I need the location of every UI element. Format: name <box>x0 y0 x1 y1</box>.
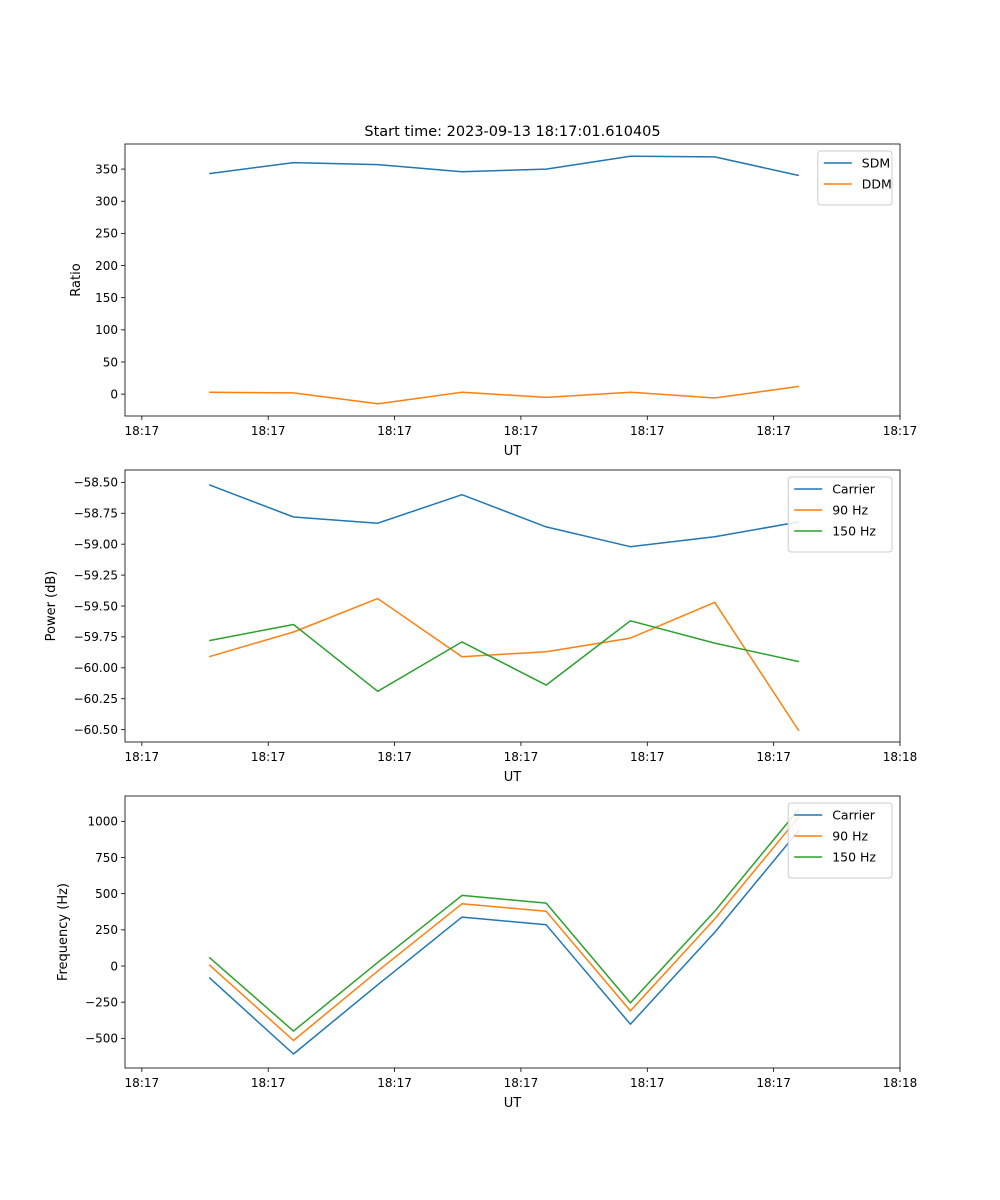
y-tick-label: −59.00 <box>74 537 118 551</box>
x-tick-label: 18:17 <box>251 1076 286 1090</box>
x-tick-label: 18:17 <box>756 424 791 438</box>
y-tick-label: −60.00 <box>74 661 118 675</box>
legend-label: Carrier <box>832 482 876 497</box>
y-tick-label: 200 <box>95 259 118 273</box>
x-tick-label: 18:17 <box>377 424 412 438</box>
x-tick-label: 18:17 <box>630 750 665 764</box>
x-tick-label: 18:17 <box>630 424 665 438</box>
x-tick-label: 18:17 <box>377 750 412 764</box>
x-tick-label: 18:17 <box>504 750 539 764</box>
x-tick-label: 18:17 <box>125 750 160 764</box>
legend-label: Carrier <box>832 808 876 823</box>
y-tick-label: 150 <box>95 291 118 305</box>
x-tick-label: 18:17 <box>504 424 539 438</box>
x-tick-label: 18:18 <box>883 1076 918 1090</box>
series-line-ddm <box>209 385 800 405</box>
series-line-carrier <box>208 829 800 1055</box>
x-tick-label: 18:17 <box>125 1076 160 1090</box>
y-tick-label: −60.50 <box>74 723 118 737</box>
x-axis-label: UT <box>504 770 522 785</box>
x-tick-label: 18:18 <box>883 750 918 764</box>
legend: Carrier 90 Hz 150 Hz <box>787 802 893 879</box>
legend-box <box>787 802 893 879</box>
series-line-90-hz <box>208 816 800 1042</box>
x-tick-label: 18:17 <box>883 424 918 438</box>
y-tick-label: 350 <box>95 162 118 176</box>
y-tick-label: 300 <box>95 195 118 209</box>
x-axis-label: UT <box>504 1096 522 1111</box>
axes-frame <box>124 795 901 1069</box>
y-tick-label: −59.25 <box>74 568 118 582</box>
chart-panel-1: 18:17 18:17 18:17 18:17 18:17 18:17 18:17 0 50 10… <box>69 143 918 459</box>
y-axis-label: Frequency (Hz) <box>56 883 71 981</box>
y-tick-label: 100 <box>95 323 118 337</box>
y-tick-label: 250 <box>95 923 118 937</box>
x-tick-label: 18:17 <box>251 750 286 764</box>
series-line-150-hz <box>208 808 800 1032</box>
legend-label: DDM <box>862 177 892 192</box>
series-line-150-hz <box>209 620 800 693</box>
legend: SDM DDM <box>817 150 893 206</box>
x-tick-label: 18:17 <box>756 1076 791 1090</box>
y-tick-label: 0 <box>110 959 118 973</box>
charts-container: 18:17 18:17 18:17 18:17 18:17 18:17 18:17 0 50 10… <box>44 143 918 1111</box>
y-axis-label: Power (dB) <box>44 571 59 642</box>
x-tick-label: 18:17 <box>756 750 791 764</box>
axes-frame <box>124 143 901 417</box>
y-tick-label: −58.75 <box>74 507 118 521</box>
legend-box <box>787 476 893 553</box>
x-tick-label: 18:17 <box>630 1076 665 1090</box>
chart-panel-3: 18:17 18:17 18:17 18:17 18:17 18:17 18:18 −500 −… <box>56 795 918 1111</box>
x-tick-label: 18:17 <box>377 1076 412 1090</box>
y-tick-label: 750 <box>95 851 118 865</box>
legend: Carrier 90 Hz 150 Hz <box>787 476 893 553</box>
x-axis-label: UT <box>504 444 522 459</box>
y-axis-label: Ratio <box>69 263 84 296</box>
x-tick-label: 18:17 <box>251 424 286 438</box>
y-tick-label: 50 <box>103 355 118 369</box>
legend-label: 150 Hz <box>832 524 876 539</box>
x-tick-label: 18:17 <box>125 424 160 438</box>
series-line-carrier <box>208 484 800 548</box>
y-tick-label: −60.25 <box>74 692 118 706</box>
legend-label: 90 Hz <box>832 503 868 518</box>
y-tick-label: 0 <box>110 387 118 401</box>
series-line-90-hz <box>208 597 800 732</box>
y-tick-label: −58.50 <box>74 476 118 490</box>
y-tick-label: 500 <box>95 887 118 901</box>
x-tick-label: 18:17 <box>504 1076 539 1090</box>
legend-label: 90 Hz <box>832 829 868 844</box>
y-tick-label: −59.75 <box>74 630 118 644</box>
y-tick-label: −250 <box>85 995 118 1009</box>
y-tick-label: −59.50 <box>74 599 118 613</box>
y-tick-label: 250 <box>95 227 118 241</box>
series-line-sdm <box>209 155 800 177</box>
legend-box <box>817 150 893 206</box>
legend-label: SDM <box>862 156 890 171</box>
y-tick-label: −500 <box>85 1032 118 1046</box>
figure-title: Start time: 2023-09-13 18:17:01.610405 <box>364 124 660 140</box>
chart-panel-2: 18:17 18:17 18:17 18:17 18:17 18:17 18:18 −60.5… <box>44 469 918 785</box>
y-tick-label: 1000 <box>87 815 118 829</box>
legend-label: 150 Hz <box>832 850 876 865</box>
